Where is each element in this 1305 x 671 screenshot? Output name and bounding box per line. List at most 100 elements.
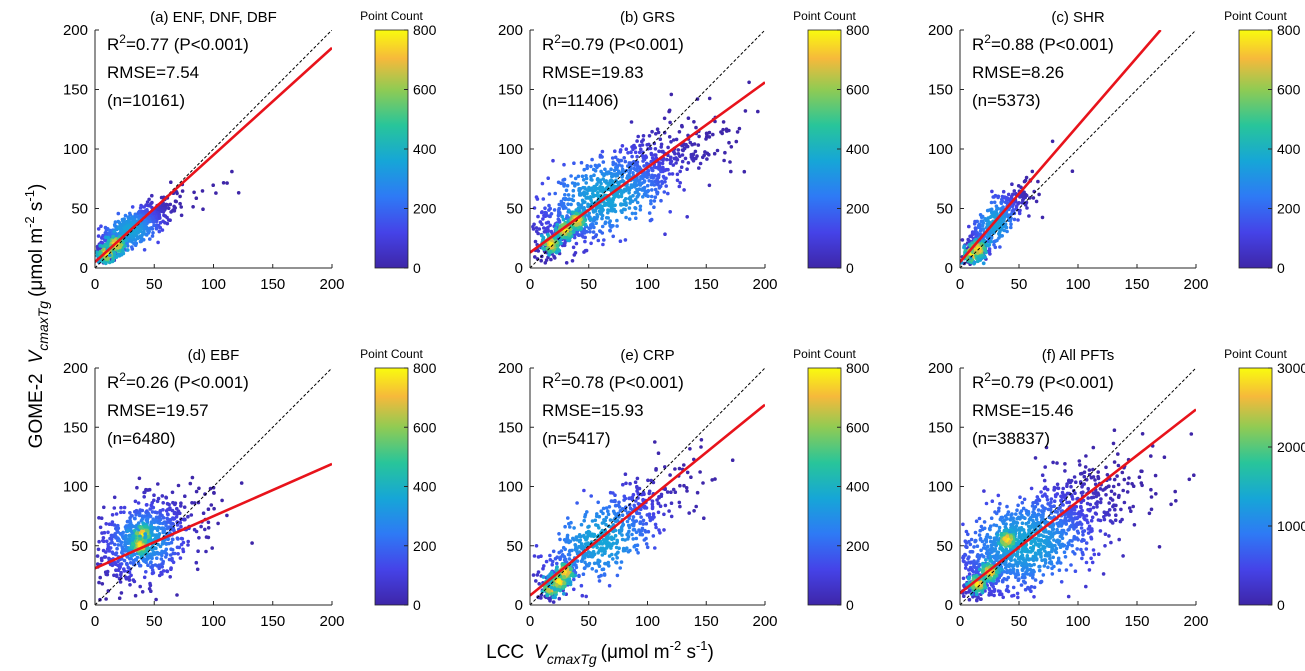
scatter-point (728, 160, 732, 164)
scatter-point (658, 184, 663, 188)
scatter-point (178, 511, 182, 516)
x-tick-label: 50 (580, 613, 597, 630)
scatter-point (119, 562, 124, 566)
scatter-point (602, 238, 606, 242)
scatter-point (651, 512, 656, 516)
scatter-point (115, 546, 119, 551)
colorbar-tick-label: 200 (846, 201, 870, 217)
scatter-point (1018, 195, 1022, 199)
scatter-point (729, 145, 734, 149)
scatter-point (147, 587, 152, 591)
scatter-point (571, 245, 576, 250)
scatter-point (557, 206, 561, 211)
scatter-point (549, 257, 553, 262)
scatter-point (190, 501, 194, 505)
scatter-point (987, 249, 992, 253)
scatter-point (183, 494, 187, 499)
scatter-point (164, 523, 168, 528)
scatter-point (650, 173, 654, 178)
scatter-point (154, 546, 158, 551)
scatter-point (151, 216, 155, 220)
scatter-point (576, 182, 580, 186)
scatter-point (676, 148, 681, 152)
scatter-point (668, 120, 672, 125)
scatter-point (638, 143, 642, 148)
scatter-point (110, 563, 115, 568)
scatter-point-dense (117, 226, 121, 231)
colorbar-tick-label: 600 (846, 82, 870, 98)
scatter-point (638, 207, 643, 212)
scatter-point-dense (117, 249, 122, 253)
y-tick-label: 150 (63, 82, 88, 99)
scatter-point (608, 518, 613, 522)
scatter-point (615, 224, 619, 228)
x-tick-label: 100 (201, 613, 226, 630)
scatter-point (131, 221, 136, 226)
scatter-point-dense (583, 222, 588, 227)
scatter-point (1011, 208, 1016, 213)
scatter-point (168, 202, 173, 207)
scatter-point (756, 109, 760, 114)
one-to-one-line (960, 30, 1196, 268)
scatter-point (594, 514, 599, 519)
scatter-point (1192, 473, 1196, 478)
scatter-point (626, 151, 630, 155)
scatter-point (611, 234, 615, 239)
scatter-point (1080, 539, 1084, 543)
scatter-point (153, 563, 158, 567)
scatter-point (1034, 558, 1039, 562)
scatter-point (129, 523, 134, 528)
colorbar-tick-label: 0 (413, 597, 421, 613)
scatter-point (605, 545, 609, 550)
scatter-point (580, 233, 584, 238)
scatter-point (1174, 499, 1178, 503)
scatter-point (150, 568, 155, 573)
scatter-point (104, 522, 108, 526)
scatter-point (682, 142, 686, 146)
scatter-point (165, 501, 170, 506)
scatter-point (628, 481, 632, 486)
scatter-point (669, 501, 674, 506)
scatter-point (585, 188, 589, 192)
scatter-point-dense (138, 534, 142, 539)
plot-content (960, 368, 1196, 605)
scatter-point (633, 206, 637, 210)
scatter-point (595, 182, 599, 186)
scatter-point (1111, 484, 1116, 489)
scatter-point (674, 157, 678, 161)
scatter-point (659, 492, 664, 497)
scatter-point (541, 197, 546, 201)
colorbar-tick-label: 200 (1277, 201, 1301, 217)
scatter-point (614, 184, 618, 189)
scatter-point (169, 525, 173, 529)
scatter-point (175, 536, 180, 540)
scatter-point (601, 160, 606, 164)
panel-title: (a) ENF, DNF, DBF (150, 9, 277, 26)
scatter-point (705, 157, 709, 161)
scatter-point (707, 183, 712, 188)
scatter-point (649, 199, 653, 203)
scatter-point (606, 509, 610, 513)
y-tick-label: 100 (63, 141, 88, 158)
scatter-point (645, 545, 650, 550)
scatter-point-dense (579, 226, 584, 231)
scatter-point (104, 550, 108, 554)
scatter-point (159, 557, 164, 561)
scatter-point (680, 153, 685, 157)
scatter-point (136, 501, 141, 505)
scatter-point (128, 511, 132, 515)
scatter-point-dense (550, 238, 554, 243)
scatter-point (989, 200, 994, 205)
scatter-point (713, 477, 717, 481)
scatter-point (689, 475, 693, 480)
scatter-point (1070, 169, 1075, 173)
scatter-point (196, 549, 200, 553)
scatter-point-dense (143, 539, 148, 544)
scatter-point (620, 513, 625, 517)
scatter-point (627, 529, 631, 534)
scatter-point (103, 555, 108, 559)
scatter-point (699, 438, 704, 442)
scatter-point (623, 496, 628, 501)
scatter-point (150, 510, 155, 514)
scatter-point (677, 466, 682, 471)
